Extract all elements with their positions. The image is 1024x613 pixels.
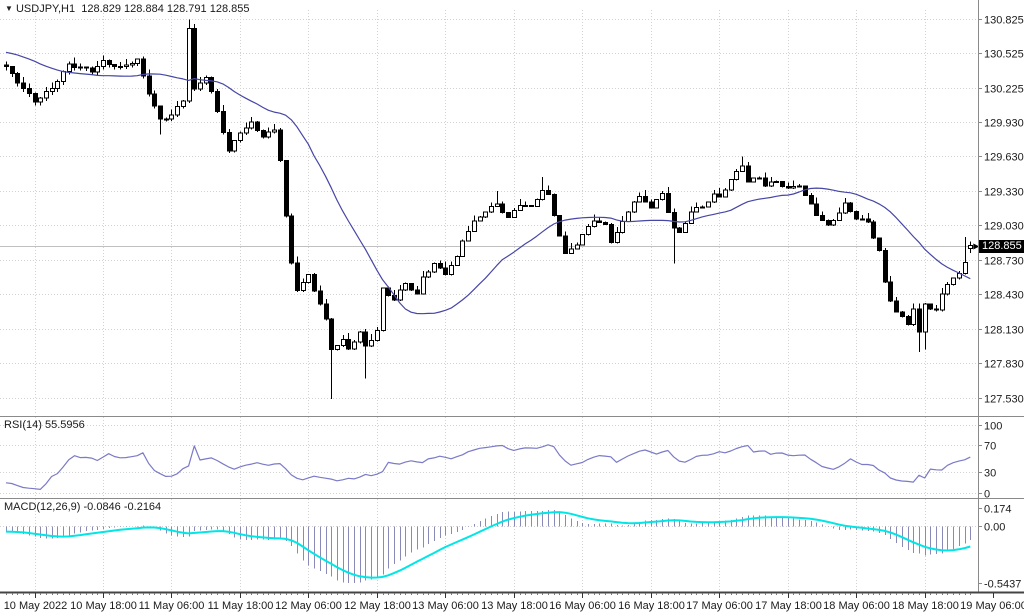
macd-signal-line bbox=[5, 511, 971, 579]
ohlc-low: 128.791 bbox=[166, 3, 207, 15]
svg-text:129.030: 129.030 bbox=[984, 221, 1024, 233]
svg-text:70: 70 bbox=[984, 441, 996, 453]
symbol-title: USDJPY,H1 bbox=[15, 3, 76, 15]
rsi-panel bbox=[0, 425, 978, 494]
svg-text:127.530: 127.530 bbox=[984, 394, 1024, 406]
svg-text:129.930: 129.930 bbox=[984, 118, 1024, 130]
svg-text:11 May 18:00: 11 May 18:00 bbox=[208, 600, 274, 612]
svg-text:130.225: 130.225 bbox=[984, 84, 1024, 96]
macd-panel bbox=[0, 510, 978, 584]
svg-text:30: 30 bbox=[984, 468, 996, 480]
ohlc-high: 128.884 bbox=[124, 3, 164, 15]
svg-text:129.330: 129.330 bbox=[984, 187, 1024, 199]
axes bbox=[0, 0, 1024, 598]
moving-average-line bbox=[5, 51, 971, 315]
svg-text:130.825: 130.825 bbox=[984, 15, 1024, 27]
rsi-name: RSI(14) bbox=[4, 419, 42, 431]
svg-text:0.00: 0.00 bbox=[984, 522, 1005, 534]
current-price-tag: 128.855 bbox=[979, 239, 1024, 253]
price-axis-labels: 130.825 130.525 130.225 129.930 129.630 129.3… bbox=[984, 15, 1024, 591]
svg-text:0: 0 bbox=[984, 489, 990, 501]
svg-text:19 May 06:00: 19 May 06:00 bbox=[960, 600, 1024, 612]
macd-main-value: -0.0846 bbox=[83, 501, 121, 513]
rsi-value: 55.5956 bbox=[44, 419, 85, 431]
ohlc-close: 128.855 bbox=[209, 3, 250, 15]
ohlc-open: 128.829 bbox=[81, 3, 121, 15]
svg-text:10 May 18:00: 10 May 18:00 bbox=[70, 600, 137, 612]
svg-text:0.174: 0.174 bbox=[984, 504, 1012, 516]
svg-text:128.730: 128.730 bbox=[984, 256, 1024, 268]
svg-text:100: 100 bbox=[984, 421, 1002, 433]
current-price-arrow bbox=[973, 243, 980, 250]
svg-text:16 May 18:00: 16 May 18:00 bbox=[618, 600, 685, 612]
macd-indicator-label: MACD(12,26,9) -0.0846 -0.2164 bbox=[4, 501, 161, 513]
svg-text:128.430: 128.430 bbox=[984, 290, 1024, 302]
svg-text:12 May 06:00: 12 May 06:00 bbox=[275, 600, 342, 612]
symbol-dropdown-icon[interactable]: ▼ bbox=[5, 4, 13, 13]
svg-text:16 May 06:00: 16 May 06:00 bbox=[549, 600, 616, 612]
svg-text:13 May 18:00: 13 May 18:00 bbox=[481, 600, 548, 612]
chart-header: ▼ USDJPY,H1 128.829 128.884 128.791 128.… bbox=[5, 3, 249, 15]
svg-text:17 May 06:00: 17 May 06:00 bbox=[686, 600, 753, 612]
svg-text:18 May 18:00: 18 May 18:00 bbox=[892, 600, 959, 612]
rsi-indicator-label: RSI(14) 55.5956 bbox=[4, 419, 85, 431]
svg-text:11 May 06:00: 11 May 06:00 bbox=[139, 600, 205, 612]
rsi-line bbox=[5, 444, 971, 490]
svg-text:12 May 18:00: 12 May 18:00 bbox=[344, 600, 411, 612]
macd-signal-value: -0.2164 bbox=[123, 501, 162, 513]
svg-text:127.830: 127.830 bbox=[984, 359, 1024, 371]
svg-text:128.130: 128.130 bbox=[984, 325, 1024, 337]
candles bbox=[4, 19, 973, 400]
svg-text:-0.5437: -0.5437 bbox=[984, 579, 1021, 591]
svg-text:10 May 2022: 10 May 2022 bbox=[4, 600, 68, 612]
svg-text:18 May 06:00: 18 May 06:00 bbox=[823, 600, 890, 612]
macd-name: MACD(12,26,9) bbox=[4, 501, 81, 513]
svg-text:129.630: 129.630 bbox=[984, 152, 1024, 164]
candlestick-panel bbox=[0, 19, 980, 400]
time-axis-labels: 10 May 2022 10 May 18:00 11 May 06:00 11 Ma… bbox=[4, 600, 1024, 612]
svg-text:13 May 06:00: 13 May 06:00 bbox=[412, 600, 479, 612]
macd-histogram bbox=[6, 510, 971, 584]
grid-lines bbox=[0, 10, 978, 591]
svg-text:17 May 18:00: 17 May 18:00 bbox=[755, 600, 822, 612]
svg-text:130.525: 130.525 bbox=[984, 49, 1024, 61]
